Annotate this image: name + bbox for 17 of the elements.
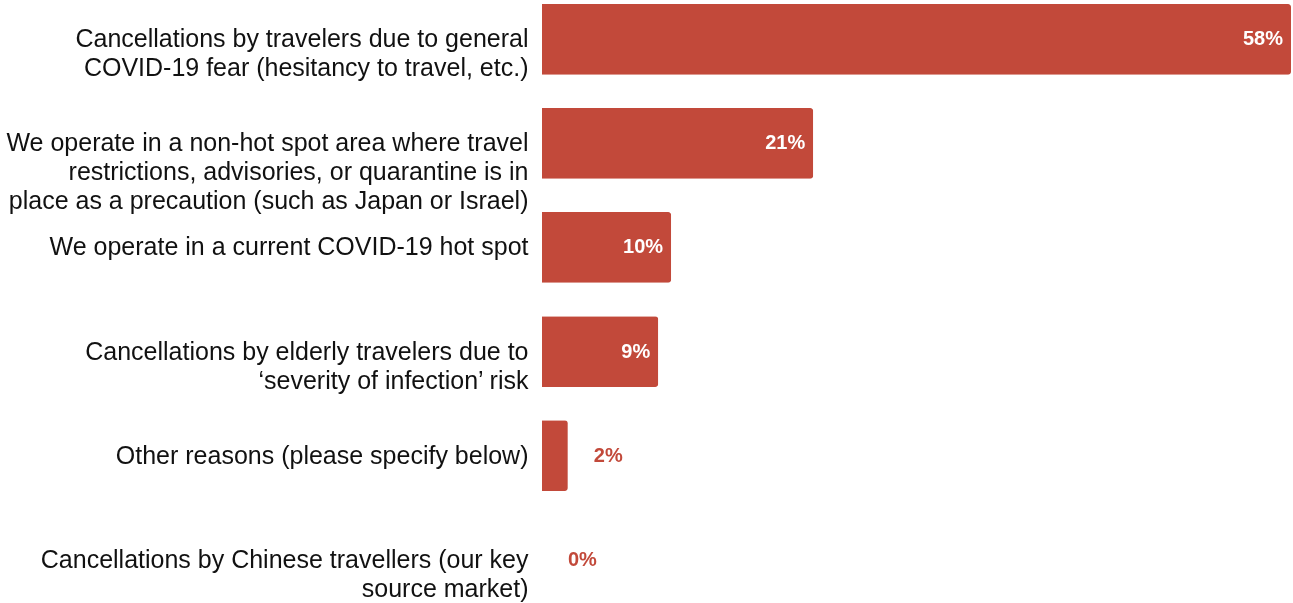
data-label: 58% bbox=[1242, 27, 1284, 50]
y-tick-label: We operate in a non-hot spot area where travel restrictions, advisories, or quarantine is in place as a precaution (such as Japan or Israel) bbox=[6, 128, 529, 215]
y-tick-label: Other reasons (please specify below) bbox=[115, 440, 529, 469]
y-tick-label: Cancellations by elderly travelers due to ‘severity of infection’ risk bbox=[85, 336, 529, 394]
bar bbox=[542, 108, 814, 179]
bar bbox=[542, 316, 659, 387]
data-label: 9% bbox=[621, 339, 651, 362]
y-tick-label: We operate in a current COVID-19 hot spot bbox=[49, 232, 529, 261]
data-label: 0% bbox=[568, 547, 598, 570]
data-label: 2% bbox=[593, 443, 623, 466]
y-tick-label: Cancellations by travelers due to general COVID-19 fear (hesitancy to travel, etc.) bbox=[75, 24, 529, 82]
data-label: 21% bbox=[765, 131, 806, 154]
bar bbox=[542, 4, 1291, 75]
bar bbox=[542, 420, 568, 491]
data-label: 10% bbox=[623, 235, 664, 258]
bar bbox=[542, 212, 672, 283]
y-tick-label: Cancellations by Chinese travellers (our key source market) bbox=[40, 544, 529, 602]
